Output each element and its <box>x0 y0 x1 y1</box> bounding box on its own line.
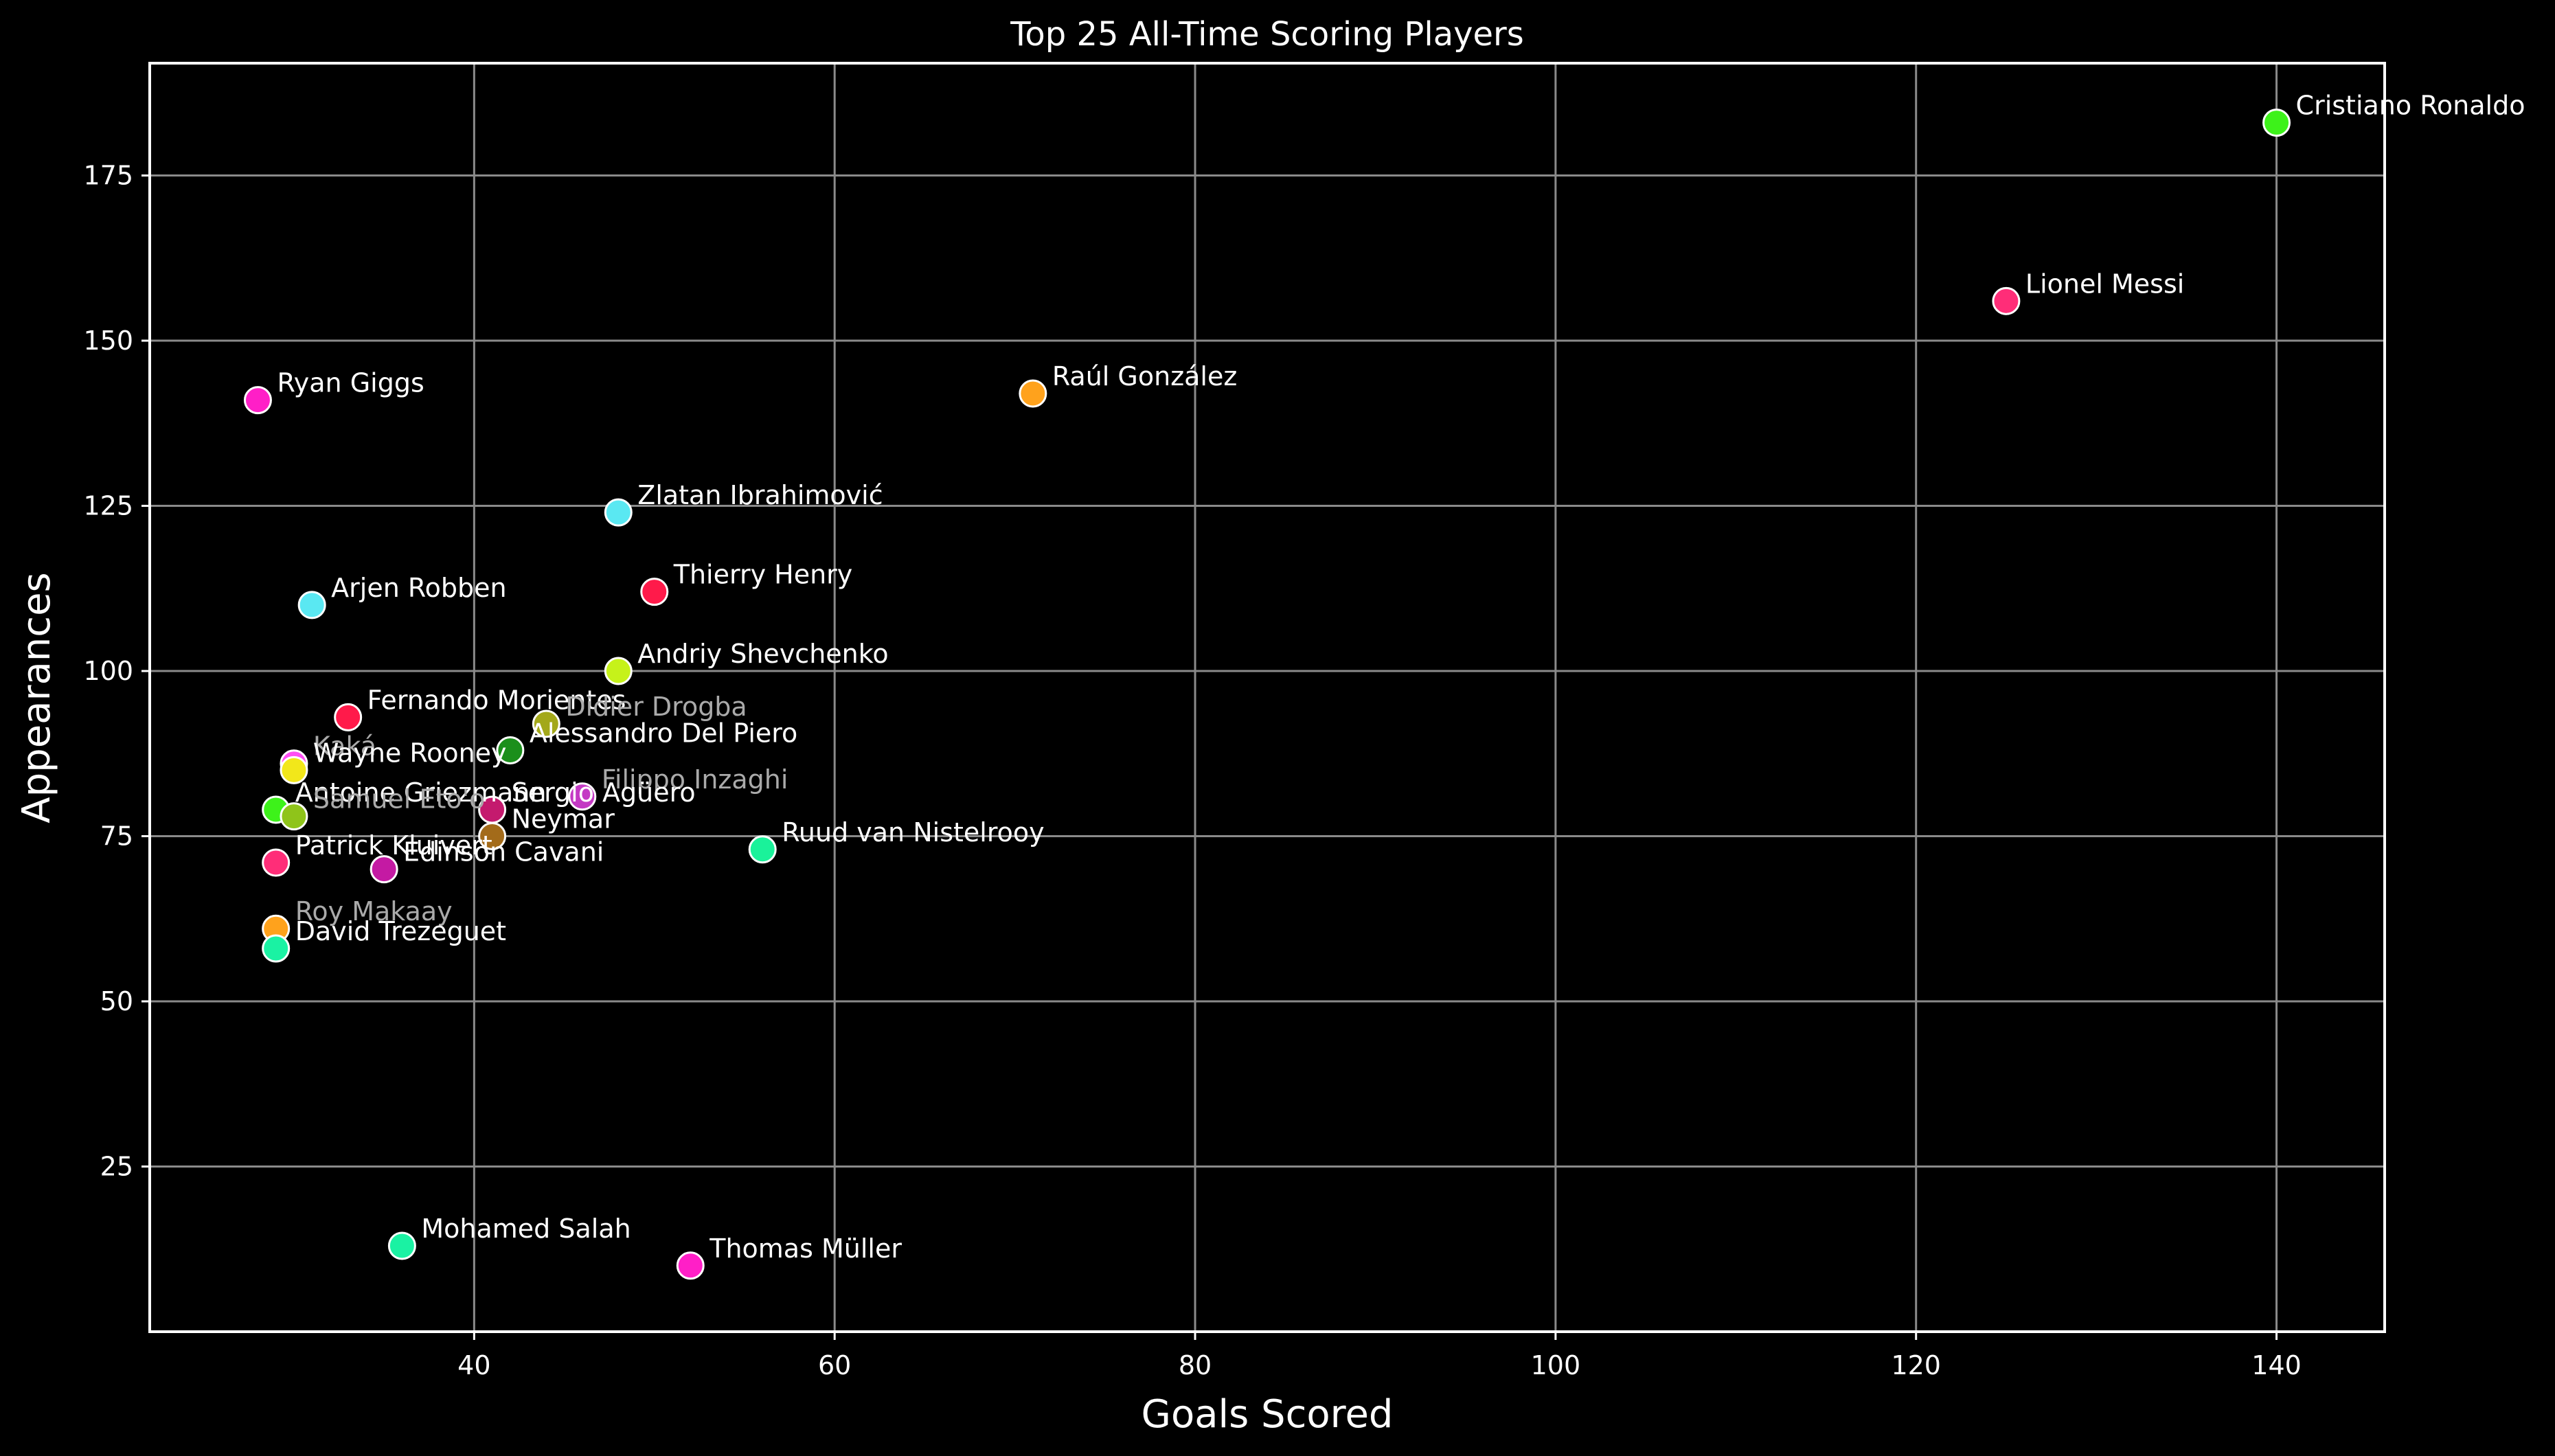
data-point <box>297 591 326 619</box>
x-tick-label: 100 <box>1531 1350 1581 1380</box>
point-label: Thomas Müller <box>709 1233 902 1264</box>
y-axis-label: Appearances <box>14 572 59 823</box>
data-point <box>1992 286 2021 315</box>
point-label: Filippo Inzaghi <box>602 764 788 795</box>
data-point <box>604 657 633 685</box>
point-label: Thierry Henry <box>673 560 853 590</box>
data-point <box>387 1231 416 1260</box>
point-label: Fernando Morientes <box>367 685 626 715</box>
data-point <box>280 802 308 831</box>
point-label: Antoine Griezmann <box>295 777 547 808</box>
point-label: Wayne Rooney <box>313 738 507 768</box>
point-label: Arjen Robben <box>331 573 506 603</box>
x-tick-label: 60 <box>818 1350 851 1380</box>
data-point <box>604 498 633 527</box>
data-point <box>370 855 398 884</box>
point-label: Raúl González <box>1052 361 1237 391</box>
point-label: Andriy Shevchenko <box>637 639 888 669</box>
data-point <box>568 782 597 811</box>
data-point <box>262 848 291 877</box>
point-label: Ryan Giggs <box>277 368 424 398</box>
point-label: Kaká <box>313 731 376 762</box>
point-label: Patrick Kluivert <box>295 830 492 861</box>
point-label: Didier Drogba <box>565 692 747 722</box>
point-label: Cristiano Ronaldo <box>2296 91 2525 121</box>
point-label: Zlatan Ibrahimović <box>637 480 883 510</box>
y-tick-label: 50 <box>100 986 133 1016</box>
point-label: Roy Makaay <box>295 896 453 926</box>
y-tick-label: 75 <box>100 821 133 852</box>
x-tick-label: 40 <box>457 1350 490 1380</box>
data-point <box>496 736 525 764</box>
label-layer: Cristiano Ronaldo Lionel Messi Raúl Gonzál… <box>277 91 2525 1264</box>
tick-layer: 40 60 80 100 120 140 25 50 75 100 125 150 175 <box>83 161 2301 1380</box>
plot-frame <box>148 62 2386 1333</box>
point-label: Edinson Cavani <box>403 837 604 867</box>
y-tick-label: 25 <box>100 1152 133 1182</box>
data-point <box>243 386 272 415</box>
y-tick-label: 100 <box>83 656 133 686</box>
point-label: Lionel Messi <box>2025 269 2184 299</box>
point-label: Alessandro Del Piero <box>530 718 797 748</box>
y-tick-label: 175 <box>83 161 133 191</box>
x-tick-label: 80 <box>1179 1350 1212 1380</box>
x-tick-label: 140 <box>2251 1350 2302 1380</box>
data-point <box>262 934 291 963</box>
point-label: Sergio Agüero <box>512 777 696 808</box>
point-label: Samuel Eto'o <box>313 784 485 815</box>
chart-title: Top 25 All-Time Scoring Players <box>1010 15 1524 54</box>
x-axis-label: Goals Scored <box>1142 1392 1394 1437</box>
point-layer <box>243 109 2291 1280</box>
point-label: Neymar <box>512 804 615 834</box>
point-label: Ruud van Nistelrooy <box>782 817 1044 848</box>
data-point <box>1019 379 1047 408</box>
data-point <box>2262 109 2291 137</box>
grid-layer <box>150 63 2385 1332</box>
data-point <box>280 755 308 784</box>
point-label: David Trezeguet <box>295 916 506 946</box>
x-tick-label: 120 <box>1891 1350 1941 1380</box>
data-point <box>478 822 507 851</box>
data-point <box>676 1251 705 1280</box>
data-point <box>334 703 363 731</box>
data-point <box>748 835 777 864</box>
data-point <box>640 578 669 606</box>
y-tick-label: 125 <box>83 491 133 521</box>
y-tick-label: 150 <box>83 326 133 356</box>
point-label: Mohamed Salah <box>421 1214 631 1244</box>
data-point <box>532 709 560 738</box>
